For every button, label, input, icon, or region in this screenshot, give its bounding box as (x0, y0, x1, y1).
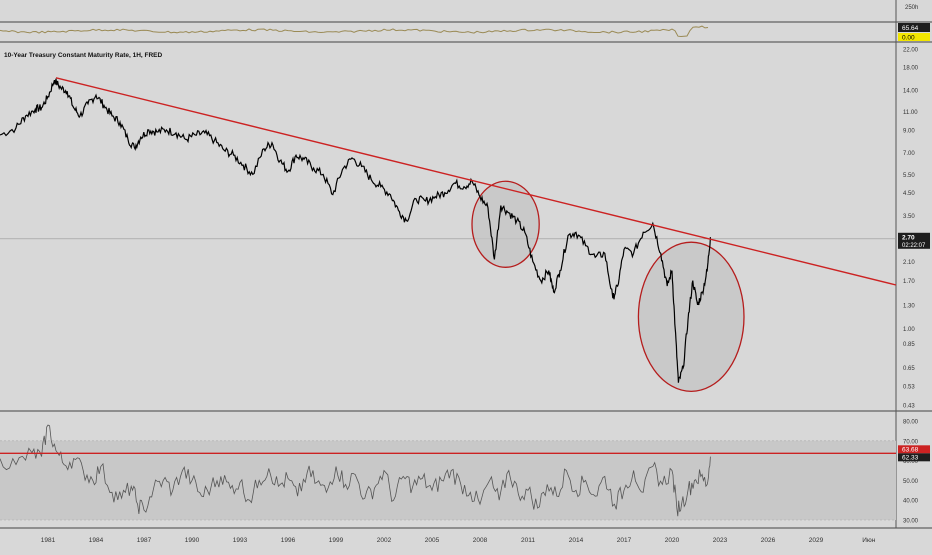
time-axis: 1981 1984 1987 1990 1993 1996 1999 2002 2005 2008… (41, 537, 876, 544)
price-tick-label: 9.00 (903, 128, 915, 134)
circle-annotations (471, 180, 745, 393)
rsi-tick-label: 80.00 (903, 420, 919, 426)
top-indicator-pane: 250h 65.64 0.00 (0, 5, 932, 43)
top-indicator-badge-value: 65.64 (902, 25, 919, 32)
rsi-tick-label: 30.00 (903, 519, 919, 525)
price-tick-label: 0.43 (903, 404, 915, 410)
price-series-line (0, 78, 711, 383)
top-indicator-zero-badge (898, 33, 930, 41)
top-indicator-zero-value: 0.00 (902, 35, 915, 42)
time-tick-label: 2014 (569, 537, 584, 544)
rsi-axis: 80.00 70.00 60.00 50.00 40.00 30.00 (903, 420, 919, 525)
rsi-level-badge (898, 445, 930, 454)
price-tick-label: 0.53 (903, 385, 915, 391)
time-tick-label: 1996 (281, 537, 296, 544)
time-tick-label: 1987 (137, 537, 152, 544)
price-tick-label: 1.30 (903, 303, 915, 309)
time-tick-label: 1990 (185, 537, 200, 544)
price-tick-label: 5.50 (903, 173, 915, 179)
price-tick-label: 0.85 (903, 342, 915, 348)
time-tick-label: 1984 (89, 537, 104, 544)
top-indicator-axis-label: 250h (905, 5, 918, 11)
price-tick-label: 7.00 (903, 151, 915, 157)
time-tick-label: Июн (862, 537, 876, 544)
time-tick-label: 2005 (425, 537, 440, 544)
top-indicator-badge (898, 23, 930, 32)
time-tick-label: 2017 (617, 537, 632, 544)
top-indicator-line (0, 25, 709, 38)
rsi-tick-label: 60.00 (903, 459, 919, 465)
time-tick-label: 2008 (473, 537, 488, 544)
rsi-tick-label: 70.00 (903, 439, 919, 445)
circle-annotation-1 (471, 180, 540, 268)
price-tick-label: 14.00 (903, 88, 919, 94)
price-tick-label: 22.00 (903, 48, 919, 54)
time-tick-label: 2011 (521, 537, 535, 544)
current-price-badge (898, 232, 930, 249)
price-tick-label: 4.50 (903, 191, 915, 197)
price-tick-label: 11.00 (903, 110, 918, 116)
rsi-tick-label: 50.00 (903, 479, 919, 485)
time-tick-label: 1993 (233, 537, 248, 544)
time-tick-label: 1999 (329, 537, 344, 544)
rsi-value-badge-value: 62.33 (902, 454, 919, 461)
price-tick-label: 1.00 (903, 327, 915, 333)
time-tick-label: 2029 (809, 537, 824, 544)
rsi-tick-label: 40.00 (903, 499, 919, 505)
time-tick-label: 2002 (377, 537, 392, 544)
price-tick-label: 18.00 (903, 66, 919, 72)
price-tick-label: 0.65 (903, 366, 915, 372)
rsi-line (0, 424, 711, 517)
rsi-band (0, 440, 896, 520)
price-tick-label: 3.50 (903, 214, 915, 220)
countdown-value: 02:22:07 (902, 243, 926, 249)
time-tick-label: 2026 (761, 537, 776, 544)
chart-title: 10-Year Treasury Constant Maturity Rate,… (4, 52, 163, 59)
current-price-value: 2.70 (902, 234, 915, 241)
price-tick-label: 2.10 (903, 260, 915, 266)
price-tick-label: 1.70 (903, 279, 915, 285)
rsi-level-badge-value: 63.68 (902, 446, 919, 453)
rsi-value-badge (898, 453, 930, 462)
trendline[interactable] (55, 77, 897, 286)
price-axis: 22.00 18.00 14.00 11.00 9.00 7.00 5.50 4.50 3.50… (903, 48, 919, 410)
time-tick-label: 2020 (665, 537, 680, 544)
circle-annotation-2 (637, 241, 745, 393)
time-tick-label: 1981 (41, 537, 56, 544)
time-tick-label: 2023 (713, 537, 728, 544)
